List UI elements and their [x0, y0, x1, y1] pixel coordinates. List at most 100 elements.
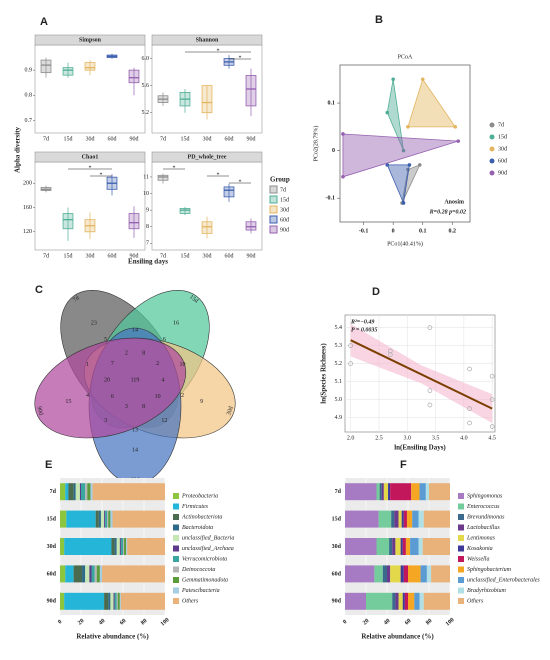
bar-segment — [381, 483, 384, 501]
x-tick-label: -0.1 — [359, 228, 369, 234]
legend-label: unclassified_Archaea — [182, 545, 234, 552]
bar-segment — [389, 538, 393, 555]
bar-segment — [405, 538, 411, 555]
legend-label: 30d — [498, 146, 507, 152]
x-tick-label: 30d — [86, 136, 95, 142]
point — [417, 163, 422, 167]
x-tick-label: 7d — [160, 253, 166, 259]
legend-label: Others — [182, 598, 199, 604]
legend-swatch — [458, 524, 464, 531]
legend-swatch — [458, 566, 464, 573]
annotation: P = 0.0035 — [351, 327, 377, 333]
panel-label: E — [45, 459, 52, 471]
bar-segment — [112, 510, 165, 528]
bar-segment — [383, 483, 389, 501]
significance-label: * — [100, 172, 103, 178]
x-tick-label: 4.5 — [488, 435, 496, 441]
legend-swatch — [458, 503, 464, 510]
bar-segment — [73, 565, 83, 583]
bar-segment — [127, 538, 165, 555]
set-label: 7d — [72, 295, 80, 303]
unique-count: 9 — [200, 399, 203, 405]
point — [387, 352, 393, 357]
bar-segment — [426, 565, 432, 583]
bar-segment — [60, 565, 66, 583]
bar-segment — [120, 592, 165, 610]
legend-label: Sphingobacterium — [467, 567, 512, 573]
legend-swatch — [173, 493, 179, 499]
set-label: 90d — [35, 406, 43, 416]
box — [62, 67, 74, 76]
bar-segment — [98, 510, 101, 528]
bar-segment — [366, 592, 393, 610]
point — [467, 420, 472, 426]
y-tick-label: 6.0 — [142, 56, 150, 62]
point — [420, 77, 425, 82]
legend-label: 60d — [280, 217, 289, 223]
bar-segment — [345, 483, 377, 501]
bar-segment — [73, 483, 76, 501]
point — [401, 148, 406, 153]
region-count: 3 — [104, 418, 107, 424]
point — [489, 424, 495, 429]
bar-segment — [114, 538, 117, 555]
bar-segment — [422, 538, 450, 555]
bar-segment — [99, 565, 102, 583]
bar-segment — [345, 538, 377, 555]
panel-label: D — [372, 286, 380, 298]
region-count: 7 — [111, 361, 114, 367]
box — [40, 59, 52, 74]
bar-segment — [376, 483, 380, 501]
legend-marker — [489, 146, 495, 152]
annotation: R²=−0.49 — [350, 319, 374, 325]
bar-segment — [64, 538, 112, 555]
x-axis-label: Relative abundance (%) — [361, 633, 434, 641]
bar-segment — [391, 510, 395, 528]
group-polygon — [407, 78, 456, 128]
panel-label: B — [375, 14, 383, 26]
bar-segment — [105, 510, 108, 528]
legend-label: Firmicutes — [181, 504, 209, 510]
x-tick-label: 15d — [181, 253, 190, 259]
bar-segment — [388, 483, 391, 501]
group-polygon — [342, 133, 459, 178]
bar-segment — [111, 538, 115, 555]
x-tick-label: 60 — [404, 618, 412, 626]
x-tick-label: 0.2 — [449, 228, 457, 234]
box — [201, 221, 213, 234]
set-label: 30d — [226, 406, 234, 416]
bar-segment — [104, 592, 109, 610]
legend-label: Proteobacteria — [181, 493, 218, 499]
facet-title: Chao1 — [82, 154, 99, 160]
region-count: 14 — [132, 327, 138, 333]
bar-segment — [60, 592, 65, 610]
box — [223, 186, 235, 198]
box — [62, 213, 74, 230]
x-tick-label: 30d — [203, 253, 212, 259]
legend-label: 60d — [498, 158, 507, 164]
x-tick-label: 0.1 — [419, 228, 427, 234]
point — [427, 388, 433, 393]
point — [456, 139, 460, 143]
bar-segment — [66, 510, 96, 528]
x-tick-label: 2.0 — [347, 435, 355, 441]
bar-segment — [392, 538, 396, 555]
point — [391, 77, 395, 82]
bar-segment — [60, 538, 65, 555]
region-count: 12 — [161, 418, 167, 424]
x-tick-label: 7d — [160, 136, 166, 142]
x-tick-label: 90d — [247, 253, 256, 259]
facet-title: PD_whole_tree — [188, 154, 227, 160]
bar-segment — [382, 565, 387, 583]
bar-segment — [400, 565, 404, 583]
bar-segment — [419, 483, 426, 501]
region-count: 20 — [104, 377, 110, 383]
bar-segment — [398, 592, 403, 610]
x-tick-label: 15d — [181, 136, 190, 142]
bar-segment — [119, 538, 121, 555]
significance-label: * — [89, 165, 92, 171]
bar-segment — [95, 510, 99, 528]
x-tick-label: 4.0 — [460, 435, 468, 441]
y-tick-label: 160 — [23, 205, 32, 211]
